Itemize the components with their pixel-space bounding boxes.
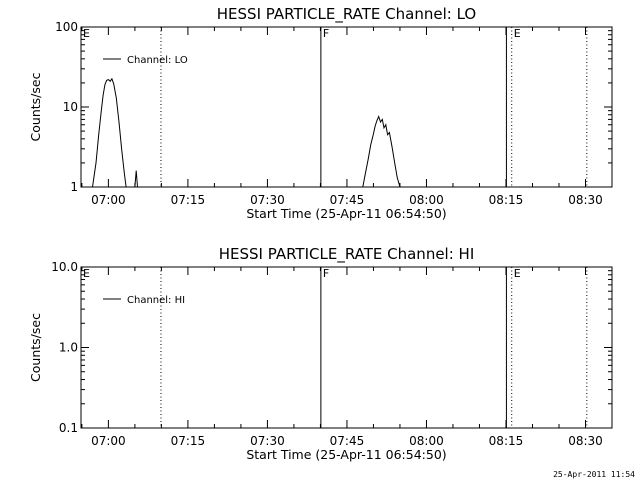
x-tick-label: 07:30 — [250, 434, 285, 448]
series-channel-lo-segment-2 — [134, 170, 138, 187]
x-tick-label: 08:00 — [409, 193, 444, 207]
series-channel-lo-segment-1 — [92, 77, 127, 187]
chart-panel-2: HESSI PARTICLE_RATE Channel: HI 07:00 07:1… — [28, 245, 613, 462]
event-label-f: F — [323, 267, 329, 280]
x-axis-label: Start Time (25-Apr-11 06:54:50) — [246, 206, 446, 221]
x-tick-label: 07:15 — [171, 434, 206, 448]
chart-title: HESSI PARTICLE_RATE Channel: LO — [217, 5, 476, 24]
timestamp-footer: 25-Apr-2011 11:54 — [553, 470, 635, 479]
edge-event-label: E — [83, 27, 90, 40]
x-tick-label: 08:15 — [489, 434, 524, 448]
chart-panel-1: HESSI PARTICLE_RATE Channel: LO 07:00 07:1… — [28, 5, 613, 221]
y-tick-label: 1.0 — [59, 341, 78, 355]
x-tick-label: 08:00 — [409, 434, 444, 448]
legend-entry: Channel: HI — [127, 295, 185, 306]
event-label-f: F — [323, 27, 329, 40]
plot-frame — [80, 26, 613, 188]
y-tick-label: 1 — [70, 180, 78, 194]
y-tick-label: 10.0 — [51, 260, 78, 274]
x-tick-label: 07:45 — [330, 434, 365, 448]
x-tick-label: 08:15 — [489, 193, 524, 207]
x-axis-label: Start Time (25-Apr-11 06:54:50) — [246, 447, 446, 462]
y-tick-label: 0.1 — [59, 421, 78, 435]
event-label-e: E — [514, 27, 521, 40]
y-tick-label: 10 — [63, 100, 78, 114]
y-axis-label: Counts/sec — [28, 313, 43, 382]
series-channel-lo-segment-3 — [362, 115, 401, 187]
x-tick-label: 08:30 — [568, 434, 603, 448]
x-tick-label: 08:30 — [568, 193, 603, 207]
event-label-e: E — [514, 267, 521, 280]
chart-title: HESSI PARTICLE_RATE Channel: HI — [219, 245, 475, 264]
legend-entry: Channel: LO — [127, 55, 188, 66]
x-tick-label: 07:00 — [91, 193, 126, 207]
x-tick-label: 07:45 — [330, 193, 365, 207]
x-tick-label: 07:00 — [91, 434, 126, 448]
y-tick-label: 100 — [55, 20, 78, 34]
y-axis-label: Counts/sec — [28, 72, 43, 141]
x-tick-label: 07:15 — [171, 193, 206, 207]
x-tick-label: 07:30 — [250, 193, 285, 207]
edge-event-label: E — [83, 267, 90, 280]
